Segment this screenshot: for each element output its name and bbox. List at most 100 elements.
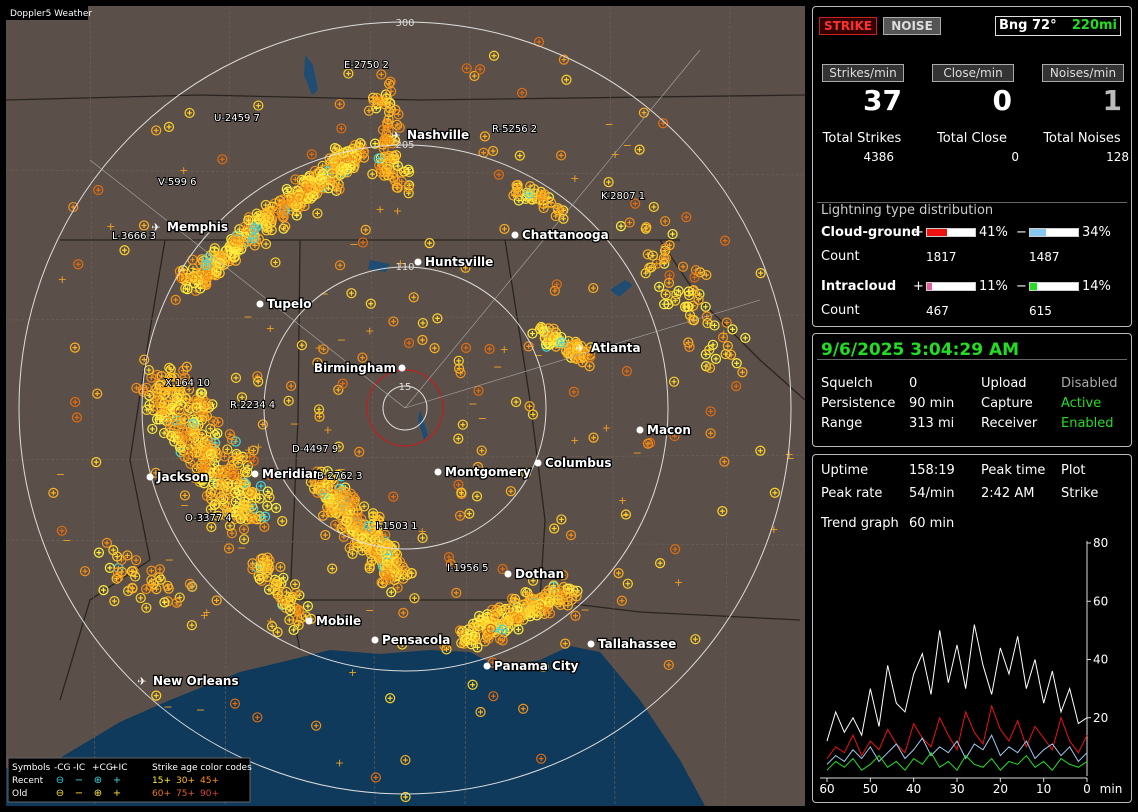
strike-marker xyxy=(370,772,381,783)
strike-marker xyxy=(214,487,225,499)
strike-sign: − xyxy=(623,139,632,152)
strike-button[interactable]: STRIKE xyxy=(819,17,877,35)
city-label: Macon xyxy=(647,423,691,437)
strike-marker xyxy=(549,285,560,296)
strike-marker xyxy=(467,679,478,690)
strike-marker xyxy=(260,219,272,231)
strike-marker xyxy=(642,438,654,449)
city-label: Pensacola xyxy=(382,633,450,647)
legend: Symbols Recent Old -CG -IC +CG+IC Strike age c… xyxy=(7,757,252,803)
strike-marker xyxy=(364,563,375,574)
strike-marker xyxy=(141,583,152,595)
rate-label: Noises/min xyxy=(1042,64,1124,82)
strike-sign: − xyxy=(174,599,183,612)
strike-marker xyxy=(424,238,435,249)
strike-sign: − xyxy=(56,468,65,481)
strike-marker xyxy=(130,571,141,582)
strike-marker xyxy=(505,604,516,615)
strike-marker xyxy=(558,54,570,65)
strike-marker xyxy=(659,299,670,310)
strike-marker xyxy=(248,455,259,466)
strike-marker xyxy=(640,268,651,279)
strike-sign: − xyxy=(621,509,630,522)
strike-marker xyxy=(170,294,181,305)
strike-marker xyxy=(701,269,712,281)
strike-marker xyxy=(238,534,250,545)
plot: Strike xyxy=(1061,486,1099,501)
strike-marker xyxy=(101,537,112,548)
strike-marker xyxy=(291,210,302,221)
strike-marker xyxy=(332,469,343,480)
strike-marker xyxy=(260,199,271,211)
strike-marker xyxy=(514,150,525,161)
strike-marker xyxy=(323,507,334,518)
strike-marker xyxy=(154,564,165,575)
strike-marker xyxy=(451,587,462,598)
strike-marker xyxy=(254,493,265,504)
legend-text: +IC xyxy=(111,763,127,773)
strike-marker xyxy=(520,586,531,598)
strike-marker xyxy=(112,551,123,562)
strike-marker xyxy=(239,221,250,232)
strike-marker xyxy=(248,445,259,456)
strike-marker xyxy=(390,150,402,161)
strike-marker xyxy=(312,357,323,368)
strike-marker xyxy=(382,560,393,571)
city-dot xyxy=(483,662,491,670)
strike-marker xyxy=(221,506,233,517)
strike-marker xyxy=(113,572,124,583)
strike-sign: + xyxy=(185,443,194,456)
strike-sign: + xyxy=(200,609,209,622)
strike-marker xyxy=(385,573,396,584)
setting-label: Range xyxy=(821,416,863,431)
strike-marker xyxy=(284,592,295,603)
strike-marker xyxy=(69,342,81,353)
strike-marker xyxy=(219,451,230,462)
city-label: Mobile xyxy=(316,614,361,628)
legend-text: 45+ xyxy=(200,776,219,786)
strike-marker xyxy=(663,659,674,671)
strike-label: L-3666 3 xyxy=(112,231,156,242)
strike-marker xyxy=(544,339,555,350)
strike-marker xyxy=(505,486,516,497)
bearing-line xyxy=(89,49,761,409)
strike-sign: − xyxy=(633,446,642,459)
strike-sign: − xyxy=(163,701,172,714)
strike-marker xyxy=(335,493,346,504)
strike-marker xyxy=(471,491,483,502)
type-name: Cloud-ground xyxy=(821,225,921,240)
sign: − xyxy=(1016,279,1027,294)
strike-marker xyxy=(572,585,583,596)
strike-marker xyxy=(328,156,339,167)
strike-marker xyxy=(388,172,399,183)
strike-marker xyxy=(293,605,304,617)
strike-marker xyxy=(227,469,238,480)
strike-marker xyxy=(560,345,572,357)
strike-marker xyxy=(184,449,195,460)
strike-marker xyxy=(293,619,304,631)
noise-button[interactable]: NOISE xyxy=(883,17,941,35)
strike-marker xyxy=(755,445,766,456)
strike-marker xyxy=(385,86,397,97)
x-tick-label: 20 xyxy=(993,782,1008,796)
strike-marker xyxy=(613,567,624,579)
legend-symbol: ⊕ xyxy=(94,775,102,786)
app-title: Doppler5 Weather xyxy=(10,9,92,19)
range-rings xyxy=(18,21,792,795)
strike-marker xyxy=(663,277,675,288)
strike-sign: + xyxy=(543,334,552,347)
strike-marker xyxy=(490,618,501,629)
strike-marker xyxy=(683,286,694,297)
strike-marker xyxy=(560,589,571,600)
strike-marker xyxy=(330,519,341,530)
strike-label: U-2459 7 xyxy=(214,113,260,124)
strike-marker xyxy=(523,341,534,352)
strike-marker xyxy=(229,251,240,263)
city-dot xyxy=(251,470,259,478)
strike-marker xyxy=(417,317,428,329)
strike-sign: − xyxy=(534,349,543,362)
strike-marker xyxy=(513,614,524,625)
strike-marker xyxy=(660,243,671,254)
rate-value: 1 xyxy=(1102,84,1122,117)
strike-marker xyxy=(270,257,281,268)
